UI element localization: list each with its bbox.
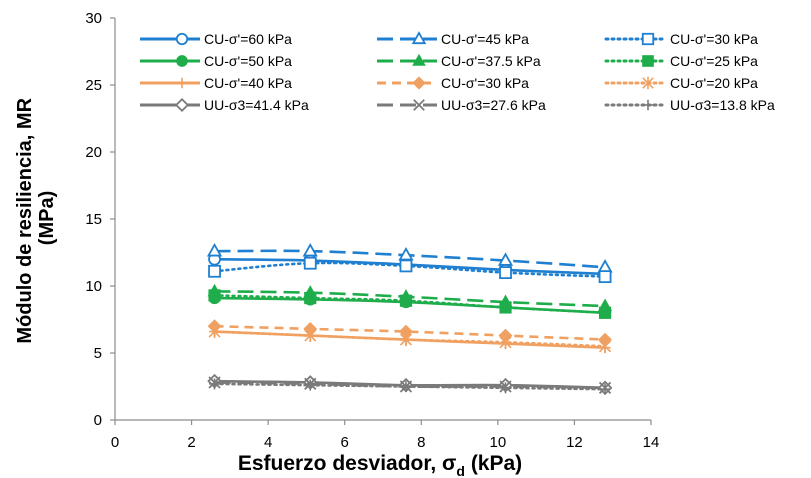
data-point <box>599 383 611 395</box>
data-point <box>641 32 655 46</box>
data-point <box>499 335 512 349</box>
legend-label: CU-σ'=30 kPa <box>441 75 529 91</box>
data-point <box>399 333 413 347</box>
series-layer <box>206 243 613 396</box>
data-point <box>208 289 221 302</box>
y-tick-label: 25 <box>85 77 102 94</box>
legend-label: UU-σ3=27.6 kPa <box>441 97 546 113</box>
data-point <box>208 264 221 278</box>
series-2 <box>206 243 613 273</box>
data-point <box>598 306 612 319</box>
data-point <box>500 382 512 394</box>
legend-entry: CU-σ'=40 kPa <box>140 75 292 91</box>
legend-label: CU-σ'=30 kPa <box>670 31 758 47</box>
series-3 <box>208 256 612 284</box>
data-point <box>642 55 654 67</box>
data-point <box>175 32 189 46</box>
x-axis-title: Esfuerzo desviador, σd (kPa) <box>238 452 522 478</box>
data-point <box>176 55 188 67</box>
data-point <box>499 301 512 314</box>
legend-entry: UU-σ3=27.6 kPa <box>377 97 546 113</box>
x-tick-label: 0 <box>111 434 119 451</box>
legend-entry: CU-σ'=45 kPa <box>377 31 529 47</box>
legend-label: CU-σ'=45 kPa <box>441 31 529 47</box>
data-point <box>206 243 223 257</box>
data-point <box>399 294 413 307</box>
legend-entry: CU-σ'=30 kPa <box>604 31 758 47</box>
data-point <box>412 53 426 66</box>
legend-entry: UU-σ3=41.4 kPa <box>140 97 309 113</box>
series-9 <box>208 324 612 353</box>
x-tick-label: 10 <box>490 434 507 451</box>
series-line <box>214 324 606 341</box>
x-tick-label: 6 <box>341 434 349 451</box>
x-tick-label: 8 <box>417 434 425 451</box>
legend-entry: CU-σ'=60 kPa <box>140 31 292 47</box>
legend-label: UU-σ3=41.4 kPa <box>204 97 309 113</box>
data-point <box>642 99 654 111</box>
series-6 <box>208 289 612 319</box>
data-point <box>642 76 654 90</box>
legend-label: CU-σ'=60 kPa <box>204 31 292 47</box>
legend-entry: CU-σ'=37.5 kPa <box>377 53 541 69</box>
legend-label: UU-σ3=13.8 kPa <box>670 97 775 113</box>
x-axis-title-subscript: d <box>456 463 465 478</box>
y-tick-label: 15 <box>85 211 102 228</box>
x-axis-title-main: Esfuerzo desviador, σ <box>238 452 457 475</box>
data-point <box>399 259 413 273</box>
legend-label: CU-σ'=37.5 kPa <box>441 53 541 69</box>
data-point <box>597 259 613 273</box>
x-axis-title-suffix: (kPa) <box>465 452 522 475</box>
legend-entry: CU-σ'=20 kPa <box>604 75 758 91</box>
y-axis-title-line1: Módulo de resiliencia, MR <box>14 97 36 343</box>
legend-label: CU-σ'=40 kPa <box>204 75 292 91</box>
data-point <box>499 266 512 280</box>
x-tick-label: 4 <box>264 434 272 451</box>
y-axis-title-line2: (MPa) <box>36 191 58 245</box>
data-point <box>209 378 221 390</box>
data-point <box>412 76 426 90</box>
plot-area: 0 2 4 6 8 10 12 14 0 5 10 15 20 25 30 <box>85 10 659 451</box>
legend-entry: UU-σ3=13.8 kPa <box>604 97 775 113</box>
data-point <box>208 324 221 339</box>
y-tick-label: 20 <box>85 144 102 161</box>
y-tick-label: 0 <box>94 412 102 429</box>
data-point <box>400 381 412 392</box>
data-point <box>598 270 612 284</box>
y-tick-label: 5 <box>94 345 102 362</box>
legend-label: CU-σ'=50 kPa <box>204 53 292 69</box>
legend-label: CU-σ'=25 kPa <box>670 53 758 69</box>
data-point <box>304 328 317 343</box>
y-axis-title: Módulo de resiliencia, MR (MPa) <box>14 92 58 343</box>
data-point <box>304 379 316 391</box>
legend-label: CU-σ'=20 kPa <box>670 75 758 91</box>
x-tick-label: 14 <box>643 434 660 451</box>
legend-entry: CU-σ'=50 kPa <box>140 53 292 69</box>
legend-entry: CU-σ'=25 kPa <box>604 53 758 69</box>
x-tick-label: 2 <box>187 434 195 451</box>
x-tick-label: 12 <box>566 434 583 451</box>
data-point <box>598 339 612 353</box>
y-tick-label: 10 <box>85 278 102 295</box>
data-point <box>304 291 317 305</box>
data-point <box>303 256 317 270</box>
data-point <box>174 97 190 113</box>
legend: CU-σ'=60 kPa CU-σ'=45 kPa CU-σ'=30 kPa CU-σ… <box>140 31 775 113</box>
data-point <box>497 252 514 266</box>
legend-entry: CU-σ'=30 kPa <box>377 75 529 91</box>
data-point <box>176 77 188 89</box>
data-point <box>411 31 427 45</box>
data-point <box>302 243 318 257</box>
series-12 <box>209 378 611 395</box>
data-point <box>413 99 425 111</box>
y-tick-label: 30 <box>85 10 102 27</box>
